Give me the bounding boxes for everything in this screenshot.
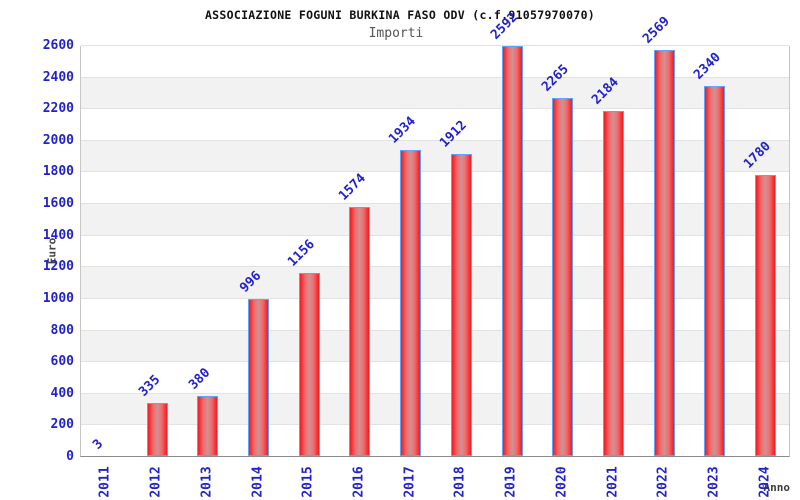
y-tick-label: 200 xyxy=(50,417,74,433)
bar xyxy=(450,153,472,456)
y-tick-label: 0 xyxy=(66,449,74,464)
y-tick-label: 2600 xyxy=(42,38,74,53)
x-tick-label: 2013 xyxy=(199,466,215,498)
grid-band xyxy=(81,76,789,109)
bar xyxy=(653,49,675,456)
y-tick-label: 2200 xyxy=(42,101,74,117)
x-tick-label: 2017 xyxy=(402,466,418,498)
bar xyxy=(603,110,624,456)
y-tick-label: 2400 xyxy=(42,69,74,85)
y-tick-label: 2000 xyxy=(42,132,74,148)
grid-band xyxy=(81,171,789,204)
bar xyxy=(146,403,168,456)
chart-subtitle: Importi xyxy=(368,26,424,41)
x-tick-label: 2021 xyxy=(605,466,620,498)
grid-band xyxy=(81,329,789,362)
y-tick-label: 800 xyxy=(50,322,74,338)
grid-band xyxy=(81,139,789,172)
bar xyxy=(349,207,371,456)
x-tick-label: 2022 xyxy=(655,466,671,498)
bar xyxy=(501,46,523,456)
x-tick-label: 2011 xyxy=(97,466,113,498)
y-tick-label: 1200 xyxy=(42,259,74,275)
grid-band xyxy=(81,266,789,298)
bar xyxy=(400,150,422,456)
y-tick-label: 600 xyxy=(50,354,74,370)
bar xyxy=(755,174,777,456)
grid-band xyxy=(81,108,789,140)
bar xyxy=(552,97,574,456)
grid-band xyxy=(81,424,789,456)
y-tick-label: 1600 xyxy=(42,196,74,212)
bar xyxy=(298,273,320,456)
grid-band xyxy=(81,45,789,77)
grid-band xyxy=(81,361,789,393)
x-tick-label: 2015 xyxy=(300,466,316,498)
bar xyxy=(197,395,219,456)
x-axis-title: Anno xyxy=(763,481,791,494)
x-tick-label: 2016 xyxy=(351,466,367,498)
grid-band xyxy=(81,234,789,267)
grid-band xyxy=(81,297,789,330)
grid-band xyxy=(81,203,789,235)
y-tick-label: 1400 xyxy=(42,227,74,243)
y-tick-label: 1000 xyxy=(42,290,74,306)
x-tick-label: 2024 xyxy=(757,466,773,498)
bar xyxy=(95,455,117,456)
grid-band xyxy=(81,392,789,425)
y-tick-label: 400 xyxy=(50,385,74,401)
bar xyxy=(704,86,726,456)
y-tick-label: 1800 xyxy=(42,164,74,180)
x-tick-label: 2019 xyxy=(503,466,519,498)
bar xyxy=(248,298,269,456)
chart-title: ASSOCIAZIONE FOGUNI BURKINA FASO ODV (c.… xyxy=(204,8,596,22)
x-tick-label: 2018 xyxy=(452,466,468,498)
x-tick-label: 2012 xyxy=(148,466,164,498)
x-tick-label: 2020 xyxy=(554,466,570,498)
x-tick-label: 2023 xyxy=(706,466,722,498)
x-tick-label: 2014 xyxy=(250,466,265,498)
plot-area: 3 335 380 996 1156 1574 1934 1912 2592 2265 2184 25… xyxy=(80,10,790,457)
